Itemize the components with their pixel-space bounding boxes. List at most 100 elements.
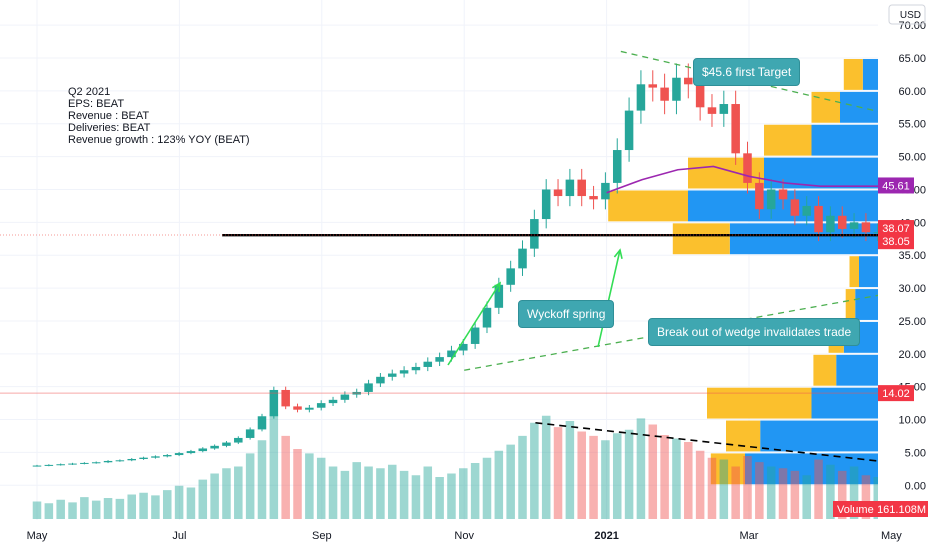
note-line: Revenue growth : 123% YOY (BEAT) bbox=[68, 134, 250, 146]
volume-bars bbox=[32, 414, 930, 519]
candle-body bbox=[470, 327, 480, 344]
volume-bar bbox=[482, 457, 492, 519]
price-badge-text: 38.05 bbox=[882, 236, 910, 248]
candle-body bbox=[743, 153, 752, 183]
candle-body bbox=[376, 376, 385, 384]
note-line: Revenue : BEAT bbox=[68, 110, 150, 122]
volume-bar bbox=[648, 424, 658, 519]
volume-bar bbox=[541, 415, 551, 519]
volume-badge-label: Volume bbox=[837, 504, 874, 516]
price-badge-text: 14.02 bbox=[882, 388, 910, 400]
candle-body bbox=[731, 104, 740, 154]
volume-bar bbox=[624, 429, 634, 519]
candle-body bbox=[494, 284, 504, 308]
x-tick-label: May bbox=[27, 530, 48, 542]
volume-bar bbox=[873, 477, 883, 519]
volume-profile-up-bar bbox=[811, 124, 878, 156]
volume-bar bbox=[423, 466, 433, 519]
volume-bar bbox=[281, 435, 290, 519]
volume-bar bbox=[743, 456, 752, 519]
volume-profile-up-bar bbox=[859, 256, 878, 288]
volume-bar bbox=[210, 473, 219, 519]
candle-body bbox=[837, 215, 847, 229]
candle-body bbox=[305, 407, 314, 410]
candle-body bbox=[423, 361, 433, 367]
candle-body bbox=[459, 343, 468, 351]
volume-profile-up-bar bbox=[745, 453, 878, 485]
volume-profile-down-bar bbox=[710, 453, 745, 485]
y-tick-label: 25.00 bbox=[898, 316, 926, 328]
candle-body bbox=[68, 463, 77, 465]
volume-bar bbox=[91, 500, 101, 519]
candle-body bbox=[80, 462, 89, 464]
candle-body bbox=[56, 464, 65, 466]
volume-bar bbox=[672, 438, 681, 519]
volume-profile bbox=[608, 59, 878, 485]
volume-profile-down-bar bbox=[845, 289, 856, 320]
volume-bar bbox=[435, 477, 444, 519]
volume-bar bbox=[399, 470, 409, 519]
candle-body bbox=[861, 222, 871, 233]
volume-bar bbox=[151, 495, 160, 519]
candle-body bbox=[234, 437, 243, 443]
volume-trendline bbox=[535, 421, 932, 468]
candle-body bbox=[802, 205, 811, 216]
volume-bar bbox=[174, 485, 184, 519]
candle-body bbox=[103, 460, 113, 463]
volume-profile-down-bar bbox=[849, 256, 859, 288]
volume-bar bbox=[222, 468, 231, 519]
wyckoff-spring-callout[interactable]: Wyckoff spring bbox=[518, 300, 615, 328]
volume-badge bbox=[833, 501, 928, 517]
price-badge bbox=[878, 385, 914, 402]
volume-bar bbox=[837, 470, 847, 519]
volume-bar bbox=[814, 459, 823, 519]
volume-bar bbox=[293, 449, 302, 519]
volume-bar bbox=[411, 475, 421, 519]
volume-bar bbox=[790, 470, 800, 519]
volume-bar bbox=[755, 462, 764, 519]
volume-bar bbox=[328, 466, 338, 519]
candle-body bbox=[778, 189, 788, 200]
x-tick-label: Nov bbox=[454, 530, 474, 542]
candle-body bbox=[186, 451, 196, 454]
y-tick-label: 35.00 bbox=[898, 250, 926, 262]
wedge-break-callout[interactable]: Break out of wedge invalidates trade bbox=[648, 318, 861, 346]
volume-bar bbox=[376, 468, 385, 519]
volume-bar bbox=[269, 414, 279, 519]
target-callout[interactable]: $45.6 first Target bbox=[693, 58, 801, 86]
candle-body bbox=[612, 150, 622, 183]
candle-body bbox=[755, 182, 764, 210]
candle-body bbox=[257, 416, 267, 430]
volume-profile-up-bar bbox=[862, 59, 878, 90]
candle-body bbox=[399, 370, 409, 374]
spring-arrow-head bbox=[491, 281, 501, 293]
candle-body bbox=[577, 179, 586, 197]
volume-profile-up-bar bbox=[855, 289, 878, 320]
candle-body bbox=[766, 189, 776, 210]
candle-body bbox=[198, 448, 208, 452]
volume-bar bbox=[778, 468, 788, 519]
volume-bar bbox=[506, 444, 515, 519]
candle-body bbox=[672, 77, 681, 101]
volume-profile-up-bar bbox=[811, 387, 878, 419]
price-badge bbox=[878, 177, 914, 194]
volume-bar bbox=[68, 502, 77, 519]
volume-profile-down-bar bbox=[688, 157, 764, 189]
price-axis-background bbox=[878, 0, 932, 550]
volume-profile-up-bar bbox=[760, 420, 878, 452]
volume-bar bbox=[80, 497, 89, 519]
volume-bar bbox=[198, 479, 208, 519]
candle-body bbox=[162, 455, 172, 457]
candle-body bbox=[873, 232, 883, 234]
volume-bar bbox=[612, 433, 622, 519]
volume-bar bbox=[32, 501, 42, 519]
moving-average-line bbox=[606, 165, 932, 194]
spring-arrow bbox=[447, 282, 501, 366]
price-badge bbox=[878, 220, 914, 237]
volume-bar bbox=[234, 466, 243, 519]
volume-bar bbox=[364, 466, 373, 519]
volume-bar bbox=[103, 498, 113, 519]
